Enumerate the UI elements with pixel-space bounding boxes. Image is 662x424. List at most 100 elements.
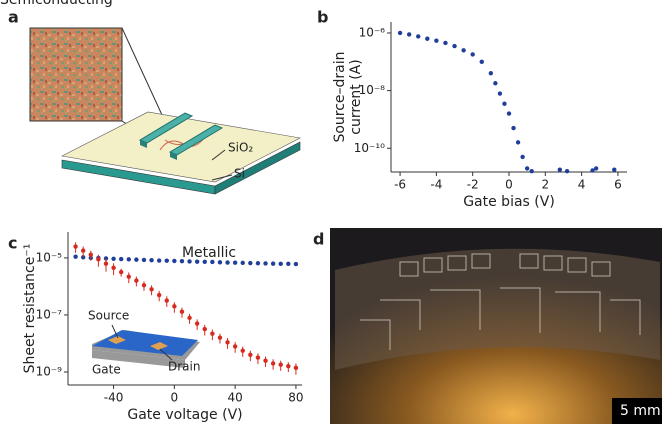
data-point <box>203 327 207 331</box>
data-point <box>612 168 616 172</box>
data-point <box>263 358 267 362</box>
data-point <box>172 259 176 263</box>
data-point <box>489 71 493 75</box>
data-point <box>434 38 438 42</box>
data-point <box>294 262 298 266</box>
data-point <box>149 258 153 262</box>
data-point <box>134 278 138 282</box>
x-tick-label: -40 <box>104 391 124 405</box>
data-point <box>398 31 402 35</box>
data-point <box>507 111 511 115</box>
photo <box>330 228 662 424</box>
data-point <box>119 270 123 274</box>
x-tick-label: -2 <box>467 178 479 192</box>
data-point <box>286 364 290 368</box>
x-tick-label: -4 <box>430 178 442 192</box>
data-point <box>241 348 245 352</box>
data-point <box>111 257 115 261</box>
data-point <box>218 335 222 339</box>
data-point <box>187 316 191 320</box>
data-point <box>525 166 529 170</box>
data-point <box>279 363 283 367</box>
layer-label: SiO₂ <box>228 141 253 155</box>
data-point <box>565 169 569 173</box>
scale-bar-label: 5 mm <box>620 403 661 419</box>
x-tick-label: -6 <box>394 178 406 192</box>
data-point <box>225 340 229 344</box>
data-point <box>149 287 153 291</box>
data-point <box>470 52 474 56</box>
data-point <box>279 262 283 266</box>
data-point <box>248 261 252 265</box>
data-point <box>416 34 420 38</box>
data-point <box>89 252 93 256</box>
data-point <box>165 258 169 262</box>
data-point <box>425 37 429 41</box>
panel-label: b <box>317 8 328 27</box>
y-tick-label: 10⁻¹⁰ <box>354 141 385 155</box>
data-point <box>157 258 161 262</box>
data-point <box>294 366 298 370</box>
series-label: Semiconducting <box>0 0 113 8</box>
data-point <box>142 283 146 287</box>
data-point <box>480 60 484 64</box>
panel-label: c <box>8 234 17 253</box>
device-diagram <box>30 28 300 194</box>
x-axis-label: Gate bias (V) <box>463 194 555 210</box>
data-point <box>271 261 275 265</box>
data-point <box>233 344 237 348</box>
y-tick-label: 10⁻⁷ <box>36 307 63 321</box>
data-point <box>248 353 252 357</box>
data-point <box>256 261 260 265</box>
data-point <box>271 361 275 365</box>
data-point <box>286 262 290 266</box>
data-point <box>134 257 138 261</box>
y-tick-label: 10⁻⁹ <box>36 364 63 378</box>
data-point <box>127 274 131 278</box>
data-point <box>407 32 411 36</box>
x-tick-label: 0 <box>505 178 513 192</box>
data-point <box>73 255 77 259</box>
x-tick-label: 40 <box>228 391 243 405</box>
x-tick-label: 4 <box>578 178 586 192</box>
layer-label: Si <box>234 167 245 181</box>
data-point <box>81 248 85 252</box>
panel-label: a <box>8 8 19 27</box>
data-point <box>157 293 161 297</box>
y-axis-label: Source–drain <box>332 51 348 142</box>
figure: a b c d SiO₂ Si Source Drain Gate 5 mm -… <box>0 0 662 424</box>
data-point <box>263 261 267 265</box>
data-point <box>127 257 131 261</box>
data-point <box>511 126 515 130</box>
inset-label: Gate <box>92 363 121 377</box>
data-point <box>241 261 245 265</box>
data-point <box>210 332 214 336</box>
x-tick-label: 80 <box>288 391 303 405</box>
data-point <box>594 166 598 170</box>
inset-label: Drain <box>168 360 200 374</box>
series-label: Metallic <box>182 245 236 261</box>
data-point <box>502 102 506 106</box>
x-axis-label: Gate voltage (V) <box>127 407 242 423</box>
x-tick-label: 2 <box>541 178 549 192</box>
data-point <box>516 140 520 144</box>
data-point <box>104 261 108 265</box>
data-point <box>452 44 456 48</box>
y-tick-label: 10⁻⁶ <box>359 25 386 39</box>
data-point <box>142 258 146 262</box>
data-point <box>529 169 533 173</box>
x-tick-label: 6 <box>614 178 622 192</box>
data-point <box>119 257 123 261</box>
data-point <box>498 91 502 95</box>
panel-label: d <box>313 230 324 249</box>
data-point <box>172 304 176 308</box>
data-point <box>111 266 115 270</box>
data-point <box>165 298 169 302</box>
data-point <box>256 355 260 359</box>
y-tick-label: 10⁻⁵ <box>36 250 63 264</box>
inset-label: Source <box>88 309 129 323</box>
y-axis-label: current (A) <box>348 59 364 134</box>
data-point <box>461 48 465 52</box>
data-point <box>520 155 524 159</box>
y-axis-label: Sheet resistance⁻¹ <box>22 244 38 374</box>
